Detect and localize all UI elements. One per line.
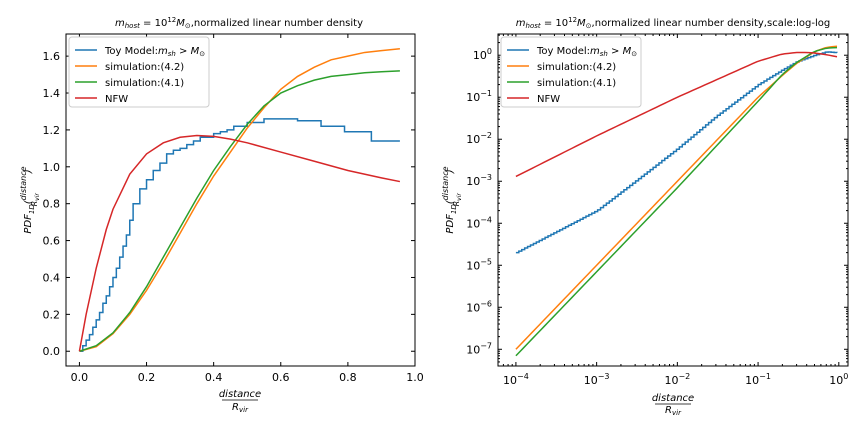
legend-label: simulation:(4.1) bbox=[105, 78, 184, 89]
left-xtick-label: 0.8 bbox=[339, 371, 357, 384]
chart-right-legend: Toy Model:msh > M⊙ simulation:(4.2) simula… bbox=[500, 36, 642, 108]
right-series-line bbox=[515, 46, 838, 357]
right-series-line bbox=[515, 51, 838, 254]
right-ytick-label: 10−1 bbox=[466, 89, 492, 104]
legend-box bbox=[500, 36, 642, 108]
left-ytick-label: 1.2 bbox=[43, 124, 61, 137]
chart-left-legend: Toy Model:msh > M⊙ simulation:(4.2) simula… bbox=[68, 36, 210, 108]
left-ytick-label: 0.0 bbox=[43, 345, 61, 358]
left-xtick-label: 0.4 bbox=[205, 371, 223, 384]
left-ytick-label: 0.4 bbox=[43, 271, 61, 284]
legend-box bbox=[68, 36, 210, 108]
chart-right-xlabel-num: distance bbox=[652, 393, 694, 404]
left-xtick-label: 0.6 bbox=[272, 371, 290, 384]
right-ytick-label: 10−5 bbox=[466, 257, 492, 272]
left-ytick-label: 0.8 bbox=[43, 198, 61, 211]
chart-right: mhost = 1012M⊙,normalized linear number … bbox=[441, 16, 849, 417]
left-ytick-label: 1.6 bbox=[43, 50, 61, 63]
left-xtick-label: 0.0 bbox=[71, 371, 89, 384]
right-ytick-label: 10−7 bbox=[466, 341, 492, 356]
chart-right-xlabel-den: Rvir bbox=[665, 405, 682, 417]
right-series-line bbox=[515, 51, 838, 178]
left-series-line bbox=[79, 70, 400, 352]
left-ytick-label: 0.2 bbox=[43, 308, 61, 321]
chart-right-frame bbox=[497, 33, 849, 367]
left-ytick-label: 1.0 bbox=[43, 161, 61, 174]
right-xtick-label: 10−2 bbox=[664, 372, 690, 387]
legend-label: simulation:(4.2) bbox=[105, 62, 184, 73]
left-xtick-label: 1.0 bbox=[406, 371, 424, 384]
chart-left-xlabel-den: Rvir bbox=[232, 402, 249, 414]
legend-label: NFW bbox=[105, 94, 128, 105]
right-xtick-label: 10−3 bbox=[584, 372, 610, 387]
chart-left-ylabel: PDF1D(distanceRvir) bbox=[19, 166, 41, 233]
right-xtick-label: 10−1 bbox=[745, 372, 771, 387]
left-ytick-label: 0.6 bbox=[43, 235, 61, 248]
right-ytick-label: 10−2 bbox=[466, 131, 492, 146]
chart-right-title: mhost = 1012M⊙,normalized linear number … bbox=[516, 16, 830, 30]
legend-label: simulation:(4.1) bbox=[537, 78, 616, 89]
legend-label: NFW bbox=[537, 94, 560, 105]
chart-right-ylabel: PDF1D(distanceRvir) bbox=[441, 166, 463, 233]
left-series-line bbox=[79, 48, 400, 352]
chart-left-frame bbox=[65, 33, 416, 367]
right-ytick-label: 100 bbox=[473, 47, 492, 62]
left-xtick-label: 0.2 bbox=[138, 371, 156, 384]
left-series-line bbox=[78, 134, 401, 352]
left-ytick-label: 1.4 bbox=[43, 87, 61, 100]
right-ytick-label: 10−3 bbox=[466, 173, 492, 188]
right-xtick-label: 10−4 bbox=[503, 372, 529, 387]
right-ytick-label: 10−4 bbox=[466, 215, 492, 230]
svg-text:PDF1D(distanceRvir): PDF1D(distanceRvir) bbox=[19, 166, 41, 233]
chart-left-xlabel-num: distance bbox=[219, 389, 261, 400]
legend-label: simulation:(4.2) bbox=[537, 62, 616, 73]
legend-label: Toy Model:msh > M⊙ bbox=[536, 46, 637, 58]
legend-label: Toy Model:msh > M⊙ bbox=[104, 46, 205, 58]
svg-text:PDF1D(distanceRvir): PDF1D(distanceRvir) bbox=[441, 166, 463, 233]
right-ytick-label: 10−6 bbox=[466, 299, 492, 314]
chart-left: mhost = 1012M⊙,normalized linear number … bbox=[19, 16, 424, 414]
right-xtick-label: 100 bbox=[829, 372, 848, 387]
chart-left-title: mhost = 1012M⊙,normalized linear number … bbox=[115, 16, 363, 30]
